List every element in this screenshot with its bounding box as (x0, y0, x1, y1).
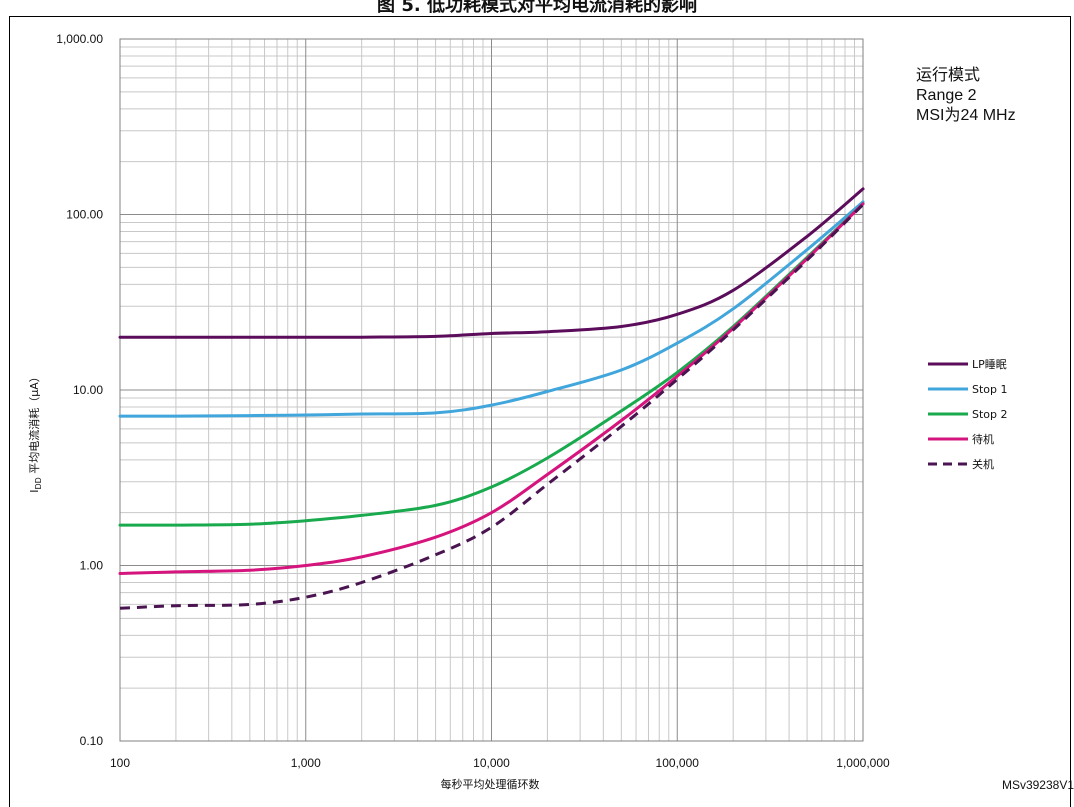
x-tick-label: 100 (110, 756, 130, 770)
y-tick-label: 10.00 (73, 383, 103, 397)
mode-annotation: 运行模式 Range 2 MSI为24 MHz (916, 66, 1016, 124)
series-关机-legend-label: 关机 (972, 457, 994, 471)
plot-border (119, 38, 864, 742)
x-tick-label: 1,000,000 (836, 756, 890, 770)
x-tick-label: 1,000 (291, 756, 321, 770)
y-tick-label: 1.00 (80, 559, 104, 573)
reference-code: MSv39238V1 (1002, 778, 1074, 792)
x-tick-label: 10,000 (473, 756, 510, 770)
figure-frame (9, 16, 1071, 807)
annotation-line: MSI为24 MHz (916, 106, 1016, 124)
annotation-line: Range 2 (916, 87, 977, 104)
plot-area (119, 38, 864, 742)
y-tick-label: 1,000.00 (56, 32, 103, 46)
y-axis-ticks: 0.10 1.00 10.00 100.00 1,000.00 (56, 32, 103, 748)
grid (119, 38, 864, 742)
series-待机-line (118, 202, 865, 575)
y-tick-label: 100.00 (66, 208, 103, 222)
y-tick-label: 0.10 (80, 734, 104, 748)
series-待机-legend-label: 待机 (972, 432, 994, 446)
x-axis-label: 每秒平均处理循环数 (441, 777, 540, 791)
series-lp睡眠-line (118, 187, 865, 339)
series-lp睡眠-legend-label: LP睡眠 (972, 358, 1007, 371)
annotation-line: 运行模式 (916, 66, 980, 84)
series-layer (118, 187, 865, 610)
chart-title: 图 5. 低功耗模式对平均电流消耗的影响 (377, 0, 697, 16)
x-tick-label: 100,000 (656, 756, 700, 770)
series-stop-2-legend-label: Stop 2 (972, 408, 1008, 421)
series-stop-1-line (118, 200, 865, 418)
y-axis-label: IDD 平均电流消耗（µA） (27, 371, 43, 493)
series-stop-1-legend-label: Stop 1 (972, 383, 1008, 396)
x-axis-ticks: 100 1,000 10,000 100,000 1,000,000 (110, 756, 890, 770)
